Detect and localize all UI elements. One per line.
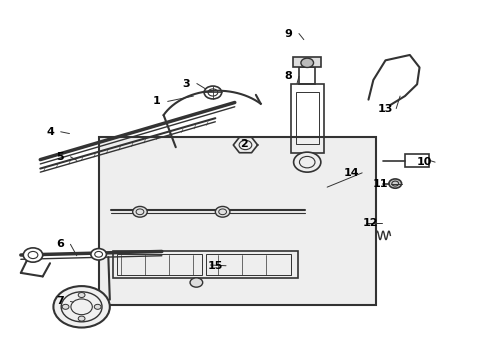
Text: 9: 9 (284, 28, 292, 39)
Circle shape (94, 304, 101, 309)
Circle shape (23, 248, 42, 262)
Text: 10: 10 (416, 157, 431, 167)
Circle shape (215, 206, 229, 217)
Circle shape (62, 304, 69, 309)
Circle shape (53, 286, 110, 328)
Circle shape (190, 278, 202, 287)
Bar (117, 254, 202, 275)
Bar (295, 93, 318, 144)
Text: 8: 8 (284, 71, 291, 81)
Circle shape (78, 293, 85, 297)
Circle shape (388, 179, 401, 188)
Text: 13: 13 (377, 104, 392, 113)
Bar (99, 137, 375, 305)
Text: 4: 4 (46, 127, 54, 137)
Text: 15: 15 (207, 261, 223, 271)
Text: 7: 7 (56, 296, 63, 306)
Text: 12: 12 (363, 218, 378, 228)
Bar (290, 84, 323, 153)
Circle shape (300, 58, 313, 67)
Bar (299, 67, 314, 84)
Circle shape (293, 152, 320, 172)
Bar (205, 254, 290, 275)
Bar (404, 154, 428, 167)
Text: 5: 5 (56, 152, 63, 162)
Text: 14: 14 (343, 168, 359, 178)
Text: 3: 3 (182, 78, 189, 89)
Bar (113, 251, 297, 278)
Text: 11: 11 (372, 179, 387, 189)
Bar (292, 58, 321, 67)
Circle shape (78, 316, 85, 321)
Text: 6: 6 (56, 239, 63, 249)
Circle shape (132, 206, 147, 217)
Text: 1: 1 (153, 96, 161, 107)
Circle shape (91, 249, 106, 260)
Text: 2: 2 (240, 139, 248, 149)
